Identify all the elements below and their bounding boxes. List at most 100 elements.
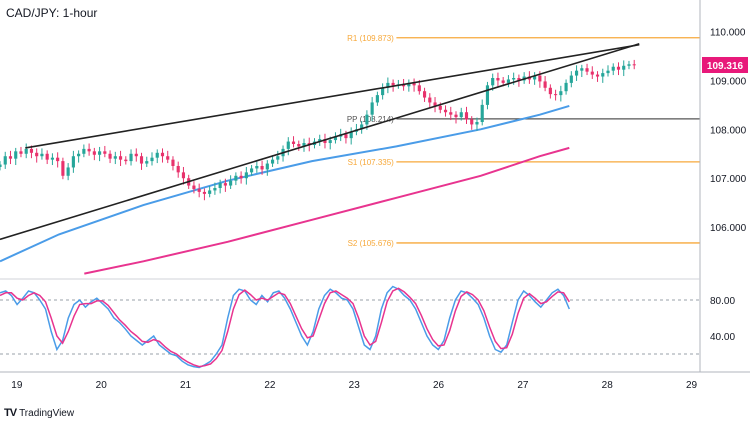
candle bbox=[501, 80, 505, 83]
price-tick-label: 107.000 bbox=[710, 174, 747, 185]
candle bbox=[417, 85, 421, 92]
price-tick-label: 110.000 bbox=[710, 28, 746, 39]
moving-averages bbox=[0, 104, 570, 275]
candle bbox=[66, 167, 70, 176]
oscillator-k-line bbox=[0, 285, 570, 369]
candle bbox=[491, 78, 495, 86]
candle bbox=[77, 153, 81, 157]
candle bbox=[564, 82, 568, 92]
candles bbox=[0, 59, 636, 201]
candle bbox=[3, 156, 7, 165]
candle bbox=[291, 141, 296, 144]
candle bbox=[360, 124, 364, 130]
candle bbox=[197, 188, 201, 192]
candle bbox=[302, 143, 306, 147]
candle bbox=[381, 87, 385, 96]
candle bbox=[574, 70, 579, 76]
time-tick-label: 26 bbox=[433, 380, 445, 391]
time-tick-label: 23 bbox=[349, 380, 361, 391]
candle bbox=[480, 104, 484, 122]
trendlines bbox=[0, 43, 640, 241]
candle bbox=[533, 75, 537, 80]
candle bbox=[202, 191, 206, 194]
time-tick-label: 29 bbox=[686, 380, 698, 391]
candle bbox=[554, 94, 558, 96]
candle bbox=[611, 66, 615, 71]
candle bbox=[349, 131, 353, 139]
candle bbox=[318, 139, 322, 142]
candle bbox=[145, 161, 149, 164]
candle bbox=[14, 151, 18, 159]
oscillator-tick-label: 80.00 bbox=[710, 296, 735, 307]
candle bbox=[50, 157, 54, 160]
candle bbox=[103, 151, 107, 154]
candle bbox=[323, 139, 327, 144]
candle bbox=[82, 148, 86, 154]
trendline-1 bbox=[0, 43, 640, 241]
candle bbox=[333, 136, 338, 141]
candle bbox=[606, 70, 610, 74]
candle bbox=[475, 122, 479, 125]
candle bbox=[506, 79, 510, 83]
candle bbox=[286, 141, 290, 149]
candle bbox=[595, 74, 600, 77]
candle bbox=[422, 91, 427, 98]
candle bbox=[265, 163, 269, 170]
candle bbox=[223, 183, 227, 186]
candle bbox=[61, 161, 65, 176]
time-tick-label: 21 bbox=[180, 380, 192, 391]
oscillator-tick-label: 40.00 bbox=[710, 332, 735, 343]
candle bbox=[35, 152, 39, 157]
candle bbox=[181, 172, 186, 179]
candle bbox=[548, 87, 552, 95]
candle bbox=[454, 114, 458, 118]
candle bbox=[150, 157, 154, 162]
candle bbox=[98, 151, 102, 155]
candle bbox=[391, 82, 395, 86]
price-tick-label: 109.000 bbox=[710, 76, 747, 87]
candle bbox=[538, 75, 542, 82]
candle bbox=[585, 68, 589, 72]
candle bbox=[276, 156, 280, 160]
brand: TV TradingView bbox=[4, 407, 74, 419]
candle bbox=[297, 144, 301, 147]
oscillator-panel: 80.00 40.00 bbox=[0, 285, 735, 369]
candle bbox=[176, 166, 180, 173]
last-price-badge bbox=[702, 56, 748, 73]
candle bbox=[192, 185, 196, 189]
moving-average-0 bbox=[0, 104, 570, 263]
candle bbox=[543, 81, 547, 88]
candle bbox=[407, 82, 411, 87]
candle bbox=[590, 71, 594, 75]
trendline-0 bbox=[25, 43, 640, 149]
candle bbox=[402, 84, 406, 87]
candle bbox=[19, 151, 23, 154]
candle bbox=[255, 166, 259, 169]
candle bbox=[244, 172, 248, 179]
time-tick-label: 27 bbox=[517, 380, 529, 391]
candle bbox=[517, 78, 521, 81]
candle bbox=[580, 68, 584, 71]
candle bbox=[218, 183, 222, 188]
candle bbox=[569, 75, 573, 83]
candle bbox=[328, 140, 332, 144]
candle bbox=[616, 66, 621, 70]
time-tick-label: 20 bbox=[96, 380, 108, 391]
candle bbox=[438, 105, 442, 110]
candle bbox=[56, 157, 60, 162]
candle bbox=[344, 134, 348, 139]
candle bbox=[171, 159, 175, 166]
candle bbox=[208, 190, 212, 194]
candle bbox=[229, 180, 233, 186]
candle bbox=[370, 102, 374, 115]
candle bbox=[118, 156, 123, 160]
candle bbox=[134, 153, 138, 157]
candle bbox=[40, 153, 44, 157]
tradingview-logo-icon: TV bbox=[4, 407, 17, 419]
candle bbox=[512, 78, 516, 80]
candle bbox=[160, 152, 165, 157]
candle bbox=[496, 78, 500, 81]
candle bbox=[470, 119, 474, 125]
time-tick-label: 28 bbox=[602, 380, 614, 391]
